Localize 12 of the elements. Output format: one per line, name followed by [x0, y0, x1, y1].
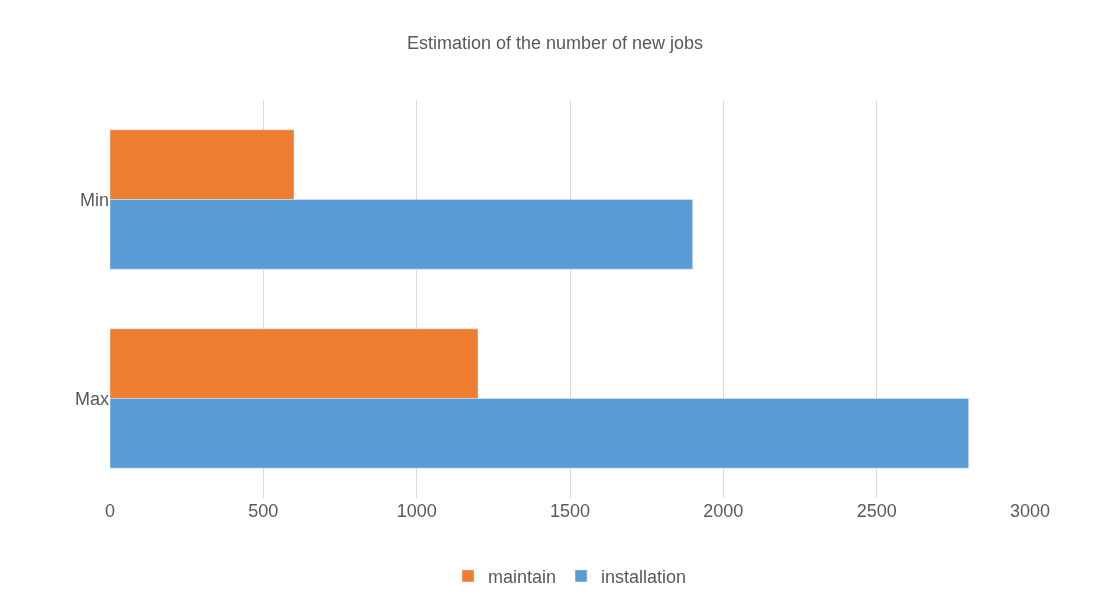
y-tick-label: Max [74, 388, 109, 409]
x-tick-label: 3000 [1009, 501, 1051, 521]
x-tick-label: 1500 [549, 501, 591, 521]
x-tick-label: 500 [248, 501, 279, 521]
x-tick-label: 2000 [703, 501, 744, 521]
x-tick-label: 2500 [856, 501, 897, 521]
chart-title: Estimation of the number of new jobs [406, 33, 704, 54]
x-tick-label: 1000 [396, 501, 437, 521]
legend-label: maintain [488, 566, 557, 587]
x-tick-label: 0 [104, 501, 116, 521]
y-tick-label: Min [79, 189, 109, 210]
legend-label: installation [601, 566, 687, 587]
